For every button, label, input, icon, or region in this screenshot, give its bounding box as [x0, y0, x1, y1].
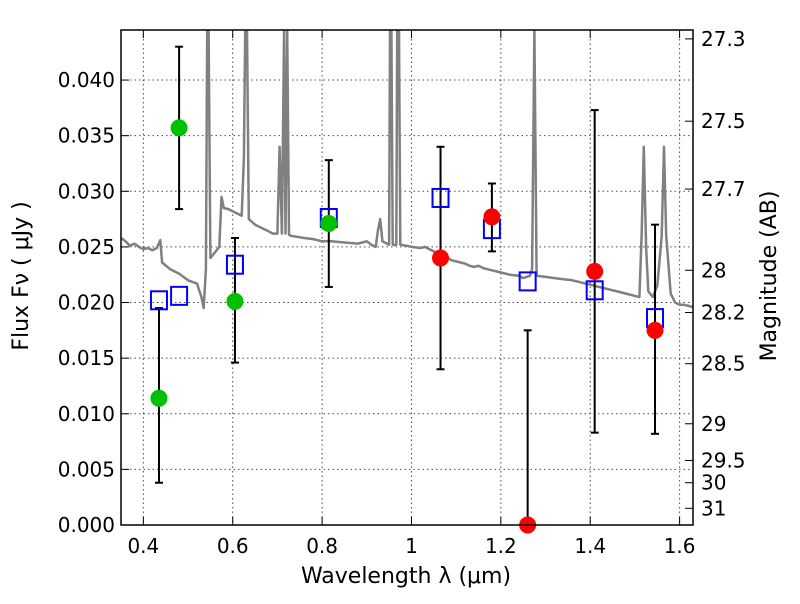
x-axis-label: Wavelength λ (μm)	[301, 564, 511, 589]
model-flux-square	[518, 271, 537, 292]
y2-tick-label: 27.3	[701, 27, 746, 51]
y-tick-label: 0.030	[58, 179, 115, 203]
observed-flux-point	[320, 215, 338, 233]
y2-tick-label: 27.7	[701, 177, 746, 201]
y-tick-label: 0.040	[58, 68, 115, 92]
y2-tick-label: 28	[701, 258, 726, 282]
y-tick-label: 0.020	[58, 291, 115, 315]
y2-tick-label: 28.5	[701, 352, 746, 376]
errorbar-layer	[154, 45, 660, 526]
y2-tick-label: 27.5	[701, 109, 746, 133]
x-tick-label: 0.6	[217, 534, 249, 558]
y-tick-label: 0.035	[58, 124, 115, 148]
observed-flux-point	[226, 292, 244, 310]
y-tick-label: 0.010	[58, 402, 115, 426]
plot-frame	[120, 29, 694, 526]
x-tick-label: 1.6	[664, 534, 696, 558]
model-flux-square	[585, 280, 604, 301]
y-tick-label: 0.015	[58, 346, 115, 370]
y2-tick-label: 28.2	[701, 301, 746, 325]
frame-layer	[120, 29, 694, 526]
y2-tick-label: 31	[701, 496, 726, 520]
x-tick-label: 0.8	[306, 534, 338, 558]
x-tick-label: 1	[405, 534, 418, 558]
observed-flux-point	[483, 208, 501, 226]
y-axis-label: Flux Fν ( μJy )	[9, 201, 34, 350]
y2-axis-label: Magnitude (AB)	[757, 191, 782, 362]
x-tick-label: 1.4	[574, 534, 606, 558]
model-flux-square	[170, 285, 189, 306]
model-flux-square	[431, 187, 450, 208]
y2-tick-label: 29	[701, 412, 726, 436]
x-tick-label: 0.4	[127, 534, 159, 558]
marker-layer	[149, 119, 665, 534]
observed-flux-point	[170, 119, 188, 137]
model-flux-square	[225, 254, 244, 275]
grid	[121, 30, 693, 526]
observed-flux-point	[586, 262, 604, 280]
spectrum-layer	[121, 30, 693, 310]
model-flux-square	[149, 290, 168, 311]
observed-flux-point	[150, 389, 168, 407]
x-tick-label: 1.2	[485, 534, 517, 558]
observed-flux-point	[432, 249, 450, 267]
y-tick-label: 0.000	[58, 513, 115, 537]
spectrum-line	[121, 30, 693, 310]
y-tick-label: 0.025	[58, 235, 115, 259]
y-tick-label: 0.005	[58, 457, 115, 481]
tick-layer: 0.4 0.6 0.8 1 1.2 1.4 1.6 0.000 0.005 0.010 0.015 0…	[58, 27, 746, 558]
observed-flux-point	[646, 321, 664, 339]
y2-tick-label: 30	[701, 471, 726, 495]
y2-tick-label: 29.5	[701, 448, 746, 472]
